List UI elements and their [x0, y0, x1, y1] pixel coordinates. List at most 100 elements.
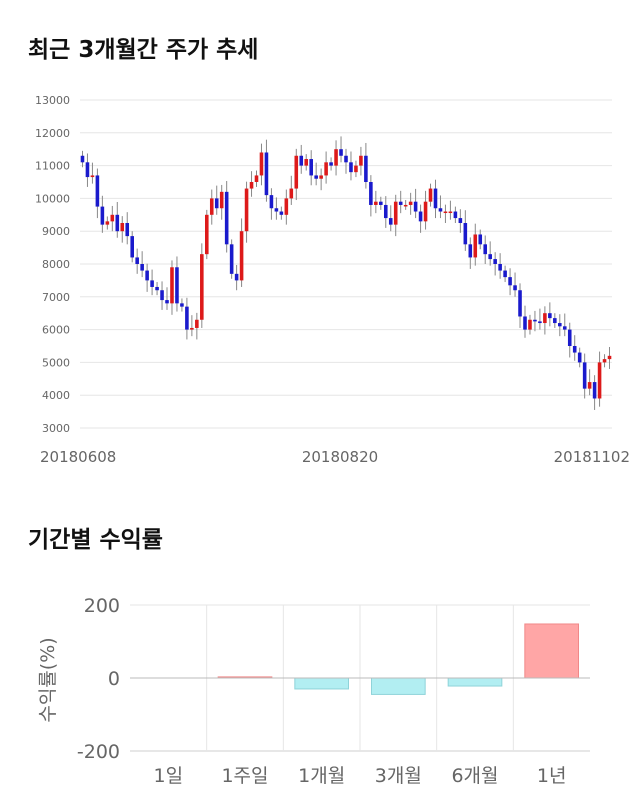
candle-body	[224, 191, 229, 245]
candle-body	[503, 270, 507, 278]
candle-body	[200, 254, 204, 320]
candle-body	[140, 264, 144, 271]
candle-body	[458, 218, 463, 223]
candle-body	[135, 257, 139, 264]
candle-body	[264, 152, 269, 196]
candle-body	[587, 382, 592, 389]
candle-body	[423, 201, 428, 222]
x-category-label: 3개월	[375, 765, 422, 787]
candle-body	[85, 162, 90, 178]
y-tick-label: 13000	[35, 94, 70, 107]
candle-body	[95, 175, 100, 207]
return-bar	[371, 677, 426, 695]
candle-body	[349, 162, 353, 173]
candle-body	[468, 244, 473, 258]
candle-body	[259, 152, 264, 176]
candle-body	[383, 204, 388, 219]
candle-body	[553, 318, 557, 324]
candlestick-chart: 3000 4000 5000 6000 7000 8000 9000 10000 11000 12…	[35, 94, 630, 466]
candle-body	[443, 211, 448, 214]
candle-body	[160, 290, 164, 301]
candle-body	[239, 231, 244, 281]
x-tick-label: 20180820	[302, 448, 378, 466]
y-tick-label: 0	[108, 668, 120, 690]
candle-body	[433, 188, 438, 209]
candle-body	[234, 273, 239, 281]
candle-body	[438, 208, 443, 212]
candle-body	[120, 223, 125, 232]
x-category-label: 6개월	[451, 765, 498, 787]
candle-body	[185, 306, 189, 330]
y-tick-label: 8000	[42, 258, 70, 271]
candle-body	[493, 259, 497, 264]
candle-body	[344, 155, 348, 163]
candle-body	[473, 234, 478, 258]
candle-body	[607, 355, 612, 360]
candle-body	[155, 286, 159, 291]
x-category-label: 1일	[154, 765, 184, 787]
candle-body	[90, 175, 95, 178]
period-returns-bar-chart: 1일 1주일 1개월 3개월 6개월 1년 -200 0 200 수익률(%)	[37, 595, 590, 787]
candle-body	[130, 236, 134, 258]
return-bar	[294, 677, 350, 690]
candle-body	[463, 223, 468, 245]
candle-body	[478, 234, 483, 245]
candle-body	[572, 346, 577, 353]
candle-body	[518, 290, 522, 317]
candle-body	[597, 362, 602, 399]
candle-body	[195, 319, 199, 328]
candle-body	[115, 214, 120, 232]
candle-body	[567, 329, 572, 346]
candle-body	[543, 313, 547, 324]
candle-body	[80, 155, 85, 163]
x-tick-label: 20181102	[554, 448, 630, 466]
y-tick-label: 4000	[42, 389, 70, 402]
candle-body	[354, 165, 358, 173]
candle-body	[105, 221, 110, 225]
candle-body	[413, 201, 418, 212]
candle-body	[592, 382, 597, 399]
candle-body	[533, 319, 537, 322]
candle-body	[309, 159, 313, 176]
y-tick-label: 9000	[42, 225, 70, 238]
y-axis-label: 수익률(%)	[37, 637, 59, 722]
y-tick-label: 7000	[42, 291, 70, 304]
candle-body	[408, 201, 413, 205]
price-trend-title: 최근 3개월간 주가 추세	[28, 37, 259, 63]
candle-body	[483, 244, 488, 255]
candle-body	[359, 155, 363, 166]
candle-body	[314, 175, 318, 179]
candle-body	[602, 359, 607, 363]
candle-body	[209, 198, 214, 215]
candle-body	[398, 201, 403, 205]
candle-body	[180, 303, 184, 307]
candle-body	[393, 201, 398, 225]
candle-body	[170, 267, 174, 304]
y-tick-label: 5000	[42, 356, 70, 369]
candle-body	[100, 206, 105, 225]
candle-body	[448, 211, 453, 214]
candle-body	[229, 244, 234, 274]
candle-body	[339, 149, 343, 156]
candle-body	[334, 149, 338, 166]
candle-body	[175, 267, 179, 304]
candle-body	[453, 211, 458, 219]
candle-body	[558, 323, 562, 327]
candle-body	[190, 327, 194, 330]
return-bar	[447, 677, 503, 687]
candle-body	[562, 326, 567, 330]
y-tick-label: 3000	[42, 422, 70, 435]
y-tick-label: 200	[84, 595, 120, 617]
candle-body	[548, 313, 552, 319]
x-category-label: 1주일	[221, 765, 268, 787]
candle-body	[428, 188, 433, 202]
candle-body	[324, 162, 328, 176]
candle-body	[294, 155, 299, 189]
candle-body	[299, 155, 304, 166]
candle-body	[110, 214, 115, 222]
period-returns-title: 기간별 수익률	[28, 527, 163, 553]
candle-body	[284, 198, 289, 215]
candle-body	[125, 223, 130, 237]
candle-body	[369, 182, 373, 205]
y-tick-label: 11000	[35, 160, 70, 173]
